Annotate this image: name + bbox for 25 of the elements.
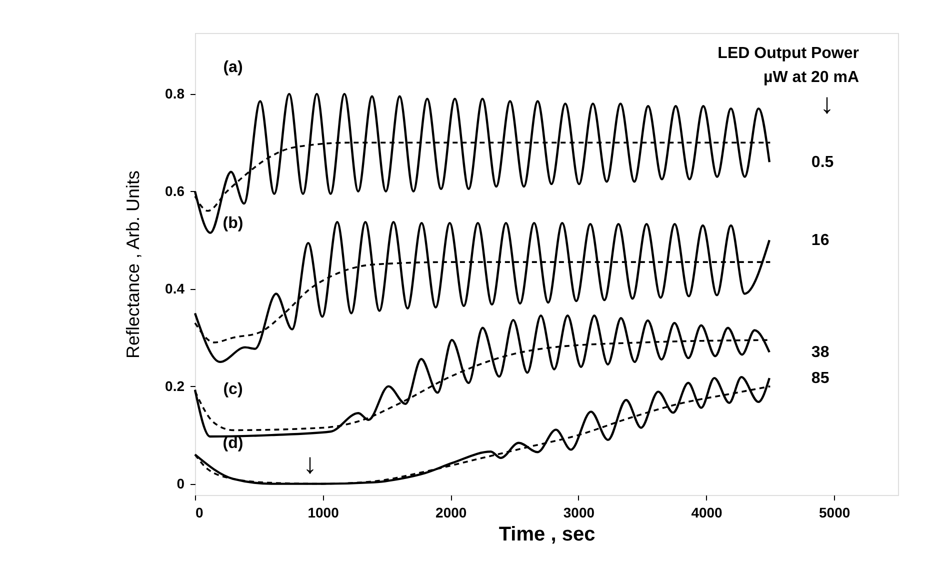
annotation: (c) — [223, 381, 243, 398]
annotation: (d) — [222, 435, 244, 452]
x-tick-label: 0 — [196, 504, 204, 520]
x-tick-label: 5000 — [819, 504, 850, 520]
annotation: ↓ — [303, 448, 317, 479]
x-tick-label: 2000 — [436, 504, 467, 520]
text: 16 — [811, 232, 830, 250]
annotation: LED Output Power — [718, 45, 859, 62]
y-tick-label: 0.8 — [165, 85, 185, 102]
annotation: µW at 20 mA — [764, 69, 860, 86]
x-tick-label: 4000 — [691, 504, 723, 520]
y-tick-label: 0.2 — [165, 378, 185, 394]
text: 38 — [811, 344, 830, 362]
annotation: (a) — [223, 59, 243, 76]
text: 0.5 — [811, 154, 834, 172]
annotation: ↓ — [820, 88, 834, 119]
y-tick-label: 0.4 — [165, 280, 185, 296]
text: 85 — [811, 370, 830, 388]
annotation: (b) — [222, 215, 244, 232]
x-tick-label: 3000 — [563, 504, 595, 520]
y-axis-title: Reflectance , Arb. Units — [123, 170, 144, 359]
y-tick-label: 0 — [176, 475, 185, 492]
y-tick-label: 0.6 — [165, 182, 185, 199]
x-axis-title: Time , sec — [498, 524, 596, 546]
x-tick-label: 1000 — [308, 504, 340, 520]
